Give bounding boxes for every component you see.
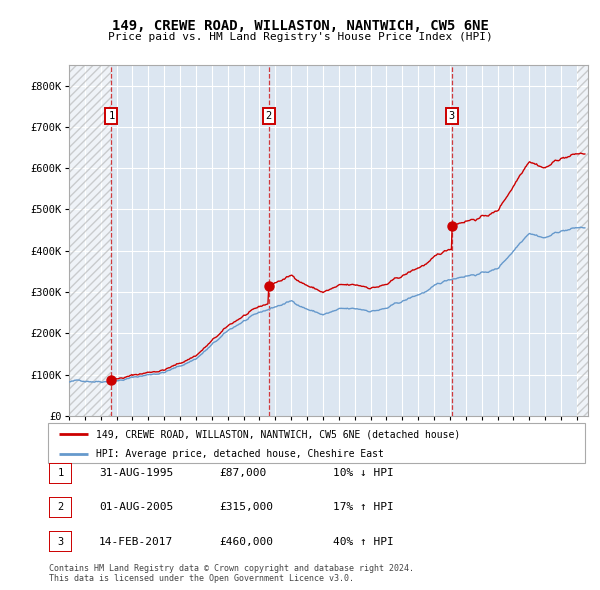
Text: Price paid vs. HM Land Registry's House Price Index (HPI): Price paid vs. HM Land Registry's House … [107, 32, 493, 42]
Text: 3: 3 [449, 111, 455, 121]
Text: 149, CREWE ROAD, WILLASTON, NANTWICH, CW5 6NE (detached house): 149, CREWE ROAD, WILLASTON, NANTWICH, CW… [97, 430, 461, 440]
Text: HPI: Average price, detached house, Cheshire East: HPI: Average price, detached house, Ches… [97, 450, 384, 460]
Text: 1: 1 [108, 111, 115, 121]
FancyBboxPatch shape [49, 497, 72, 518]
Text: 14-FEB-2017: 14-FEB-2017 [99, 537, 173, 546]
Text: £87,000: £87,000 [219, 468, 266, 478]
Text: 1: 1 [58, 468, 64, 478]
Text: 2: 2 [58, 503, 64, 512]
Text: 3: 3 [58, 537, 64, 546]
Text: 40% ↑ HPI: 40% ↑ HPI [333, 537, 394, 546]
FancyBboxPatch shape [49, 531, 72, 552]
Text: Contains HM Land Registry data © Crown copyright and database right 2024.
This d: Contains HM Land Registry data © Crown c… [49, 563, 414, 583]
Text: 149, CREWE ROAD, WILLASTON, NANTWICH, CW5 6NE: 149, CREWE ROAD, WILLASTON, NANTWICH, CW… [112, 19, 488, 33]
Text: 2: 2 [266, 111, 272, 121]
Text: 31-AUG-1995: 31-AUG-1995 [99, 468, 173, 478]
FancyBboxPatch shape [48, 423, 585, 463]
Text: £315,000: £315,000 [219, 503, 273, 512]
Text: 01-AUG-2005: 01-AUG-2005 [99, 503, 173, 512]
FancyBboxPatch shape [49, 463, 72, 484]
Text: 10% ↓ HPI: 10% ↓ HPI [333, 468, 394, 478]
Text: 17% ↑ HPI: 17% ↑ HPI [333, 503, 394, 512]
Text: £460,000: £460,000 [219, 537, 273, 546]
